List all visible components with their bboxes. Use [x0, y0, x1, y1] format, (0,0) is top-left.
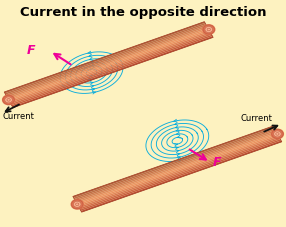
Polygon shape — [11, 35, 212, 106]
Polygon shape — [76, 133, 277, 204]
Circle shape — [206, 27, 212, 32]
Polygon shape — [11, 33, 212, 105]
Polygon shape — [79, 137, 280, 208]
Polygon shape — [80, 138, 280, 210]
Circle shape — [3, 95, 15, 105]
Polygon shape — [77, 134, 278, 206]
Polygon shape — [76, 131, 277, 203]
Text: Current: Current — [3, 112, 35, 121]
Text: F: F — [27, 44, 36, 57]
Polygon shape — [5, 23, 206, 95]
Polygon shape — [75, 130, 276, 202]
Polygon shape — [9, 30, 210, 101]
Polygon shape — [6, 26, 207, 97]
Circle shape — [274, 131, 281, 136]
Circle shape — [271, 129, 283, 139]
Polygon shape — [81, 141, 282, 212]
Polygon shape — [80, 139, 281, 211]
Circle shape — [74, 202, 80, 207]
Polygon shape — [8, 28, 209, 100]
Polygon shape — [9, 31, 210, 103]
Polygon shape — [78, 135, 279, 207]
Circle shape — [203, 25, 215, 34]
Polygon shape — [4, 22, 205, 93]
Circle shape — [71, 200, 83, 209]
Polygon shape — [74, 127, 275, 199]
Polygon shape — [10, 32, 211, 104]
Circle shape — [5, 97, 12, 102]
Text: F: F — [213, 156, 222, 169]
Polygon shape — [7, 27, 208, 99]
Polygon shape — [73, 126, 274, 198]
Text: Current: Current — [240, 114, 272, 123]
Polygon shape — [6, 24, 206, 96]
Polygon shape — [12, 36, 213, 108]
Polygon shape — [74, 129, 275, 200]
Text: Current in the opposite direction: Current in the opposite direction — [20, 6, 266, 19]
